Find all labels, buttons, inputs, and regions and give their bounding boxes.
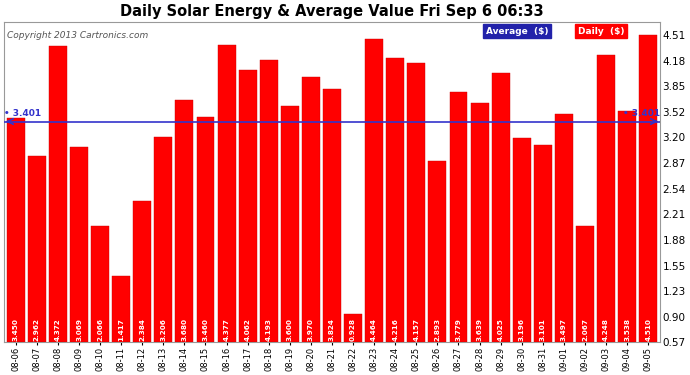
- Text: 4.464: 4.464: [371, 318, 377, 341]
- Text: • 3.401: • 3.401: [622, 110, 660, 118]
- Bar: [365, 39, 383, 342]
- Bar: [175, 100, 193, 342]
- Text: 3.101: 3.101: [540, 318, 546, 341]
- Bar: [259, 60, 277, 342]
- Bar: [49, 46, 67, 342]
- Text: 3.538: 3.538: [624, 318, 630, 341]
- Bar: [281, 106, 299, 342]
- Text: 3.680: 3.680: [181, 318, 188, 341]
- Text: 2.962: 2.962: [34, 318, 40, 341]
- Text: 3.450: 3.450: [12, 318, 19, 341]
- Bar: [70, 147, 88, 342]
- Bar: [344, 315, 362, 342]
- Text: Copyright 2013 Cartronics.com: Copyright 2013 Cartronics.com: [8, 32, 148, 40]
- Bar: [428, 161, 446, 342]
- Text: • 3.401: • 3.401: [4, 110, 41, 118]
- Bar: [576, 226, 594, 342]
- Text: 3.639: 3.639: [477, 318, 482, 341]
- Bar: [91, 226, 109, 342]
- Bar: [407, 63, 425, 342]
- Bar: [534, 145, 552, 342]
- Text: 3.206: 3.206: [160, 318, 166, 341]
- Bar: [386, 58, 404, 342]
- Text: 4.248: 4.248: [603, 318, 609, 341]
- Text: 2.067: 2.067: [582, 318, 588, 341]
- Text: 4.372: 4.372: [55, 318, 61, 341]
- Text: 0.928: 0.928: [350, 318, 356, 341]
- Bar: [471, 103, 489, 342]
- Text: 2.384: 2.384: [139, 318, 146, 341]
- Text: 1.417: 1.417: [118, 318, 124, 341]
- Text: 4.510: 4.510: [645, 318, 651, 341]
- Bar: [217, 45, 235, 342]
- Text: 2.066: 2.066: [97, 318, 103, 341]
- Text: 4.157: 4.157: [413, 318, 420, 341]
- Text: Average  ($): Average ($): [486, 27, 549, 36]
- Bar: [555, 114, 573, 342]
- Bar: [112, 276, 130, 342]
- Text: 3.497: 3.497: [561, 318, 567, 341]
- Text: 4.216: 4.216: [392, 318, 398, 341]
- Title: Daily Solar Energy & Average Value Fri Sep 6 06:33: Daily Solar Energy & Average Value Fri S…: [120, 4, 544, 19]
- Bar: [449, 92, 467, 342]
- Bar: [618, 111, 636, 342]
- Bar: [197, 117, 215, 342]
- Text: 3.779: 3.779: [455, 318, 462, 341]
- Bar: [28, 156, 46, 342]
- Text: 3.970: 3.970: [308, 318, 314, 341]
- Text: 3.196: 3.196: [519, 318, 524, 341]
- Bar: [302, 77, 320, 342]
- Bar: [155, 137, 172, 342]
- Text: 4.193: 4.193: [266, 318, 272, 341]
- Bar: [239, 70, 257, 342]
- Text: 3.460: 3.460: [202, 318, 208, 341]
- Text: 4.377: 4.377: [224, 318, 230, 341]
- Text: 3.824: 3.824: [329, 318, 335, 341]
- Text: Daily  ($): Daily ($): [578, 27, 624, 36]
- Text: 4.025: 4.025: [497, 318, 504, 341]
- Bar: [323, 88, 341, 342]
- Bar: [639, 35, 657, 342]
- Bar: [597, 56, 615, 342]
- Text: 2.893: 2.893: [435, 318, 440, 341]
- Text: 3.069: 3.069: [76, 318, 82, 341]
- Bar: [133, 201, 151, 342]
- Text: 4.062: 4.062: [245, 318, 250, 341]
- Bar: [513, 138, 531, 342]
- Bar: [7, 118, 25, 342]
- Bar: [492, 73, 510, 342]
- Text: 3.600: 3.600: [287, 318, 293, 341]
